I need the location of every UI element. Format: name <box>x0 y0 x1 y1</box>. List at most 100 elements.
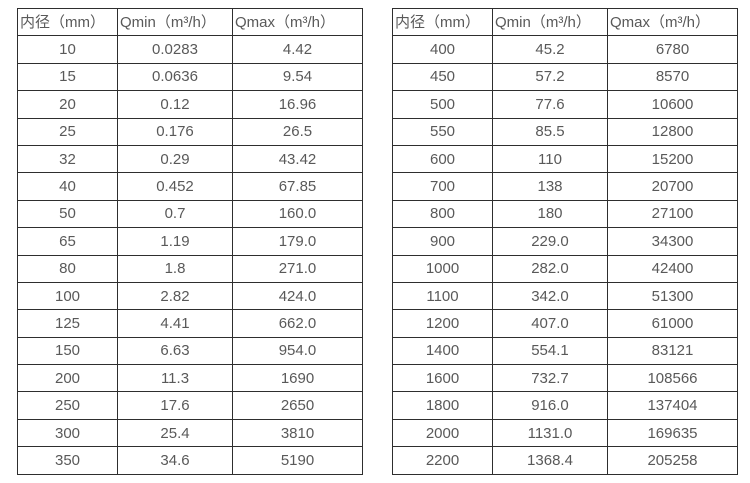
table-cell: 450 <box>392 62 493 92</box>
table-row: 1400 554.1 83121 <box>392 336 738 366</box>
table-row: 25 0.176 26.5 <box>17 117 363 146</box>
table-cell: 26.5 <box>232 117 363 146</box>
table-cell: 12800 <box>607 117 738 146</box>
table-cell: 350 <box>17 446 118 475</box>
table-cell: 67.85 <box>232 172 363 201</box>
table-cell: 65 <box>17 227 118 256</box>
table-cell: 1600 <box>392 364 493 393</box>
table-cell: 2000 <box>392 418 493 448</box>
table-body: 400 45.2 6780 450 57.2 8570 500 77.6 10600 550 85.… <box>392 35 738 475</box>
header-cell-diameter: 内径（mm） <box>392 7 493 37</box>
table-cell: 2200 <box>392 446 493 475</box>
table-cell: 10600 <box>607 90 738 119</box>
table-cell: 9.54 <box>232 62 363 92</box>
table-row: 100 2.82 424.0 <box>17 281 363 311</box>
table-cell: 600 <box>392 144 493 174</box>
table-row: 900 229.0 34300 <box>392 227 738 256</box>
table-row: 600 110 15200 <box>392 144 738 174</box>
table-cell: 800 <box>392 199 493 229</box>
header-cell-diameter: 内径（mm） <box>17 7 118 37</box>
table-cell: 6780 <box>607 35 738 64</box>
table-cell: 400 <box>392 35 493 64</box>
table-cell: 77.6 <box>492 90 608 119</box>
table-cell: 0.12 <box>117 90 233 119</box>
table-cell: 108566 <box>607 364 738 393</box>
table-row: 80 1.8 271.0 <box>17 254 363 283</box>
table-cell: 34300 <box>607 227 738 256</box>
table-cell: 5190 <box>232 446 363 475</box>
table-cell: 20700 <box>607 172 738 201</box>
table-cell: 200 <box>17 364 118 393</box>
table-cell: 25 <box>17 117 118 146</box>
table-cell: 138 <box>492 172 608 201</box>
table-row: 450 57.2 8570 <box>392 62 738 92</box>
table-body: 10 0.0283 4.42 15 0.0636 9.54 20 0.12 16.96 25 0.1… <box>17 35 363 475</box>
table-cell: 32 <box>17 144 118 174</box>
table-cell: 27100 <box>607 199 738 229</box>
diameter-flow-table-large: 内径（mm） Qmin（m³/h） Qmax（m³/h） 400 45.2 6780… <box>392 7 738 475</box>
table-cell: 34.6 <box>117 446 233 475</box>
table-cell: 250 <box>17 391 118 420</box>
table-cell: 61000 <box>607 309 738 338</box>
table-cell: 732.7 <box>492 364 608 393</box>
table-row: 2200 1368.4 205258 <box>392 446 738 475</box>
table-cell: 1800 <box>392 391 493 420</box>
table-cell: 169635 <box>607 418 738 448</box>
table-cell: 1000 <box>392 254 493 283</box>
table-cell: 0.176 <box>117 117 233 146</box>
table-row: 500 77.6 10600 <box>392 90 738 119</box>
table-row: 1800 916.0 137404 <box>392 391 738 420</box>
table-row: 350 34.6 5190 <box>17 446 363 475</box>
table-cell: 916.0 <box>492 391 608 420</box>
table-cell: 1200 <box>392 309 493 338</box>
table-cell: 137404 <box>607 391 738 420</box>
table-cell: 1100 <box>392 281 493 311</box>
table-cell: 180 <box>492 199 608 229</box>
table-cell: 1.8 <box>117 254 233 283</box>
table-cell: 57.2 <box>492 62 608 92</box>
table-row: 65 1.19 179.0 <box>17 227 363 256</box>
table-row: 250 17.6 2650 <box>17 391 363 420</box>
table-row: 800 180 27100 <box>392 199 738 229</box>
table-cell: 0.0283 <box>117 35 233 64</box>
table-cell: 83121 <box>607 336 738 366</box>
header-cell-qmin: Qmin（m³/h） <box>492 7 608 37</box>
table-cell: 45.2 <box>492 35 608 64</box>
table-cell: 342.0 <box>492 281 608 311</box>
table-cell: 205258 <box>607 446 738 475</box>
table-cell: 16.96 <box>232 90 363 119</box>
table-row: 20 0.12 16.96 <box>17 90 363 119</box>
table-cell: 662.0 <box>232 309 363 338</box>
header-cell-qmin: Qmin（m³/h） <box>117 7 233 37</box>
table-cell: 500 <box>392 90 493 119</box>
table-cell: 407.0 <box>492 309 608 338</box>
table-cell: 43.42 <box>232 144 363 174</box>
table-cell: 0.29 <box>117 144 233 174</box>
table-cell: 0.452 <box>117 172 233 201</box>
table-cell: 300 <box>17 418 118 448</box>
table-cell: 282.0 <box>492 254 608 283</box>
table-row: 550 85.5 12800 <box>392 117 738 146</box>
table-cell: 80 <box>17 254 118 283</box>
table-cell: 160.0 <box>232 199 363 229</box>
table-cell: 1400 <box>392 336 493 366</box>
table-row: 32 0.29 43.42 <box>17 144 363 174</box>
table-cell: 40 <box>17 172 118 201</box>
table-cell: 0.0636 <box>117 62 233 92</box>
table-cell: 1368.4 <box>492 446 608 475</box>
table-row: 50 0.7 160.0 <box>17 199 363 229</box>
table-row: 700 138 20700 <box>392 172 738 201</box>
table-cell: 85.5 <box>492 117 608 146</box>
table-cell: 1690 <box>232 364 363 393</box>
table-cell: 8570 <box>607 62 738 92</box>
table-cell: 700 <box>392 172 493 201</box>
table-cell: 2650 <box>232 391 363 420</box>
table-cell: 3810 <box>232 418 363 448</box>
table-row: 300 25.4 3810 <box>17 418 363 448</box>
table-cell: 42400 <box>607 254 738 283</box>
table-row: 1000 282.0 42400 <box>392 254 738 283</box>
table-cell: 424.0 <box>232 281 363 311</box>
table-cell: 2.82 <box>117 281 233 311</box>
table-cell: 554.1 <box>492 336 608 366</box>
